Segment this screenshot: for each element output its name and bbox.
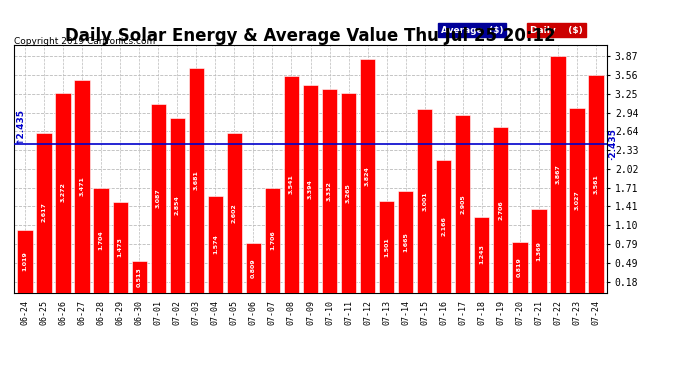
Text: 1.574: 1.574 (213, 234, 218, 254)
Text: 1.706: 1.706 (270, 231, 275, 250)
Bar (17, 230, 33, 292)
Bar (55, 93, 71, 292)
Bar (436, 160, 451, 292)
Text: ·2.435: ·2.435 (608, 128, 617, 160)
Text: 3.824: 3.824 (365, 166, 370, 186)
Text: 2.905: 2.905 (460, 194, 465, 214)
Text: Copyright 2019 Cartronics.com: Copyright 2019 Cartronics.com (14, 38, 155, 46)
Bar (170, 118, 185, 292)
Text: 2.617: 2.617 (41, 202, 47, 222)
Bar (246, 243, 262, 292)
Bar (75, 80, 90, 292)
Bar (569, 108, 584, 292)
Text: 3.265: 3.265 (346, 183, 351, 203)
Text: 3.272: 3.272 (61, 183, 66, 203)
Text: 2.602: 2.602 (232, 203, 237, 223)
Text: 0.809: 0.809 (251, 258, 256, 278)
Bar (208, 196, 223, 292)
Text: 1.369: 1.369 (536, 241, 541, 261)
Bar (226, 134, 242, 292)
Bar (550, 56, 566, 292)
Text: 3.561: 3.561 (593, 174, 598, 194)
Text: 3.541: 3.541 (289, 174, 294, 194)
Bar (93, 188, 109, 292)
Text: 2.166: 2.166 (441, 216, 446, 236)
Text: 2.854: 2.854 (175, 195, 180, 215)
Text: 3.681: 3.681 (194, 170, 199, 190)
Text: 3.394: 3.394 (308, 179, 313, 199)
Bar (303, 85, 318, 292)
Bar (531, 209, 546, 292)
Bar (359, 59, 375, 292)
Bar (398, 191, 413, 292)
Text: 0.513: 0.513 (137, 267, 142, 287)
Bar (37, 133, 52, 292)
Text: 3.087: 3.087 (156, 188, 161, 208)
Bar (379, 201, 395, 292)
Title: Daily Solar Energy & Average Value Thu Jul 25 20:12: Daily Solar Energy & Average Value Thu J… (65, 27, 556, 45)
Text: 3.332: 3.332 (327, 181, 332, 201)
Text: 3.027: 3.027 (574, 190, 580, 210)
Bar (132, 261, 147, 292)
Bar (341, 93, 356, 292)
Text: 1.704: 1.704 (99, 231, 103, 250)
Bar (417, 109, 433, 292)
Text: 1.665: 1.665 (403, 232, 408, 252)
Text: 0.819: 0.819 (518, 258, 522, 278)
Bar (588, 75, 604, 292)
Text: Daily    ($): Daily ($) (530, 26, 583, 34)
Bar (112, 202, 128, 292)
Bar (512, 243, 528, 292)
Text: 1.501: 1.501 (384, 237, 389, 256)
Text: 1.243: 1.243 (479, 244, 484, 264)
Bar (284, 76, 299, 292)
Bar (150, 104, 166, 292)
Text: 3.471: 3.471 (80, 177, 85, 197)
Bar (322, 89, 337, 292)
Text: 1.473: 1.473 (118, 237, 123, 257)
Text: Average  ($): Average ($) (441, 26, 504, 34)
Text: 1.019: 1.019 (23, 252, 28, 271)
Text: 3.867: 3.867 (555, 164, 560, 184)
Bar (455, 115, 471, 292)
Bar (474, 216, 489, 292)
Bar (493, 127, 509, 292)
Bar (188, 68, 204, 292)
Bar (265, 188, 280, 292)
Text: 3.001: 3.001 (422, 191, 427, 211)
Text: 2.706: 2.706 (498, 200, 503, 220)
Text: ↑2.435: ↑2.435 (16, 108, 25, 144)
